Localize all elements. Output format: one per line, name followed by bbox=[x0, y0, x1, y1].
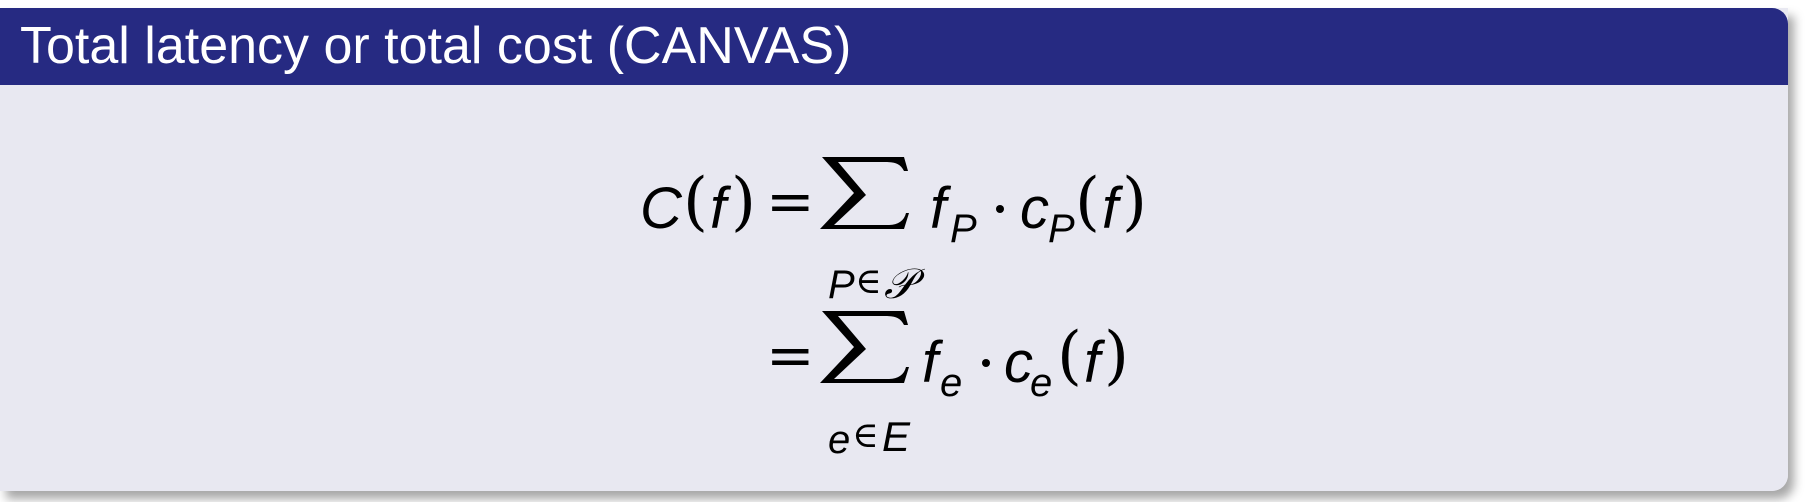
block-body: C ( f ) = P ∈ 𝒫 f P c P ( f ) = bbox=[0, 85, 1788, 491]
multiplication-dot bbox=[996, 205, 1004, 213]
lhs-symbol: C bbox=[640, 176, 682, 241]
block-header: Total latency or total cost (CANVAS) bbox=[0, 8, 1788, 85]
block-title: Total latency or total cost (CANVAS) bbox=[20, 17, 852, 75]
lhs-argument: f bbox=[710, 176, 727, 241]
edge-set-symbol: E bbox=[882, 413, 911, 460]
element-of-symbol: ∈ bbox=[855, 261, 882, 302]
flow-subscript-2: e bbox=[940, 361, 963, 405]
summation-icon-2 bbox=[820, 311, 909, 383]
equals-sign-2: = bbox=[766, 321, 815, 389]
cost-subscript-2: e bbox=[1030, 361, 1053, 405]
term-argument: f bbox=[1102, 176, 1119, 241]
flow-symbol: f bbox=[930, 176, 947, 241]
cost-symbol-2: c bbox=[1004, 330, 1033, 395]
element-of-symbol-2: ∈ bbox=[852, 415, 879, 456]
sum-index-2: e bbox=[828, 418, 851, 462]
term-argument-2: f bbox=[1084, 330, 1101, 395]
theorem-block: Total latency or total cost (CANVAS) C (… bbox=[0, 8, 1788, 491]
cost-symbol: c bbox=[1020, 176, 1049, 241]
lhs-close-paren: ) bbox=[731, 165, 756, 239]
summation-icon bbox=[820, 157, 909, 229]
term-close-paren-2: ) bbox=[1104, 319, 1129, 393]
lhs-open-paren: ( bbox=[683, 165, 708, 239]
path-set-symbol: 𝒫 bbox=[884, 259, 915, 308]
sum-index: P bbox=[828, 263, 855, 307]
term-close-paren: ) bbox=[1122, 165, 1147, 239]
multiplication-dot-2 bbox=[982, 359, 990, 367]
term-open-paren-2: ( bbox=[1057, 319, 1082, 393]
flow-symbol-2: f bbox=[922, 330, 939, 395]
flow-subscript: P bbox=[950, 207, 977, 251]
equals-sign-1: = bbox=[766, 167, 815, 235]
cost-subscript: P bbox=[1048, 207, 1075, 251]
term-open-paren: ( bbox=[1075, 165, 1100, 239]
